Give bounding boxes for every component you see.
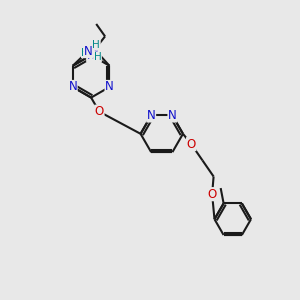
Text: N: N (90, 43, 99, 56)
Text: H: H (94, 52, 101, 62)
Text: N: N (105, 80, 114, 94)
Text: N: N (84, 45, 92, 58)
Text: H: H (82, 47, 89, 58)
Text: O: O (187, 138, 196, 151)
Text: N: N (87, 49, 95, 62)
Text: N: N (168, 109, 177, 122)
Text: O: O (208, 188, 217, 201)
Text: O: O (95, 105, 104, 118)
Text: H: H (92, 40, 100, 50)
Text: N: N (68, 80, 77, 94)
Text: N: N (147, 109, 156, 122)
